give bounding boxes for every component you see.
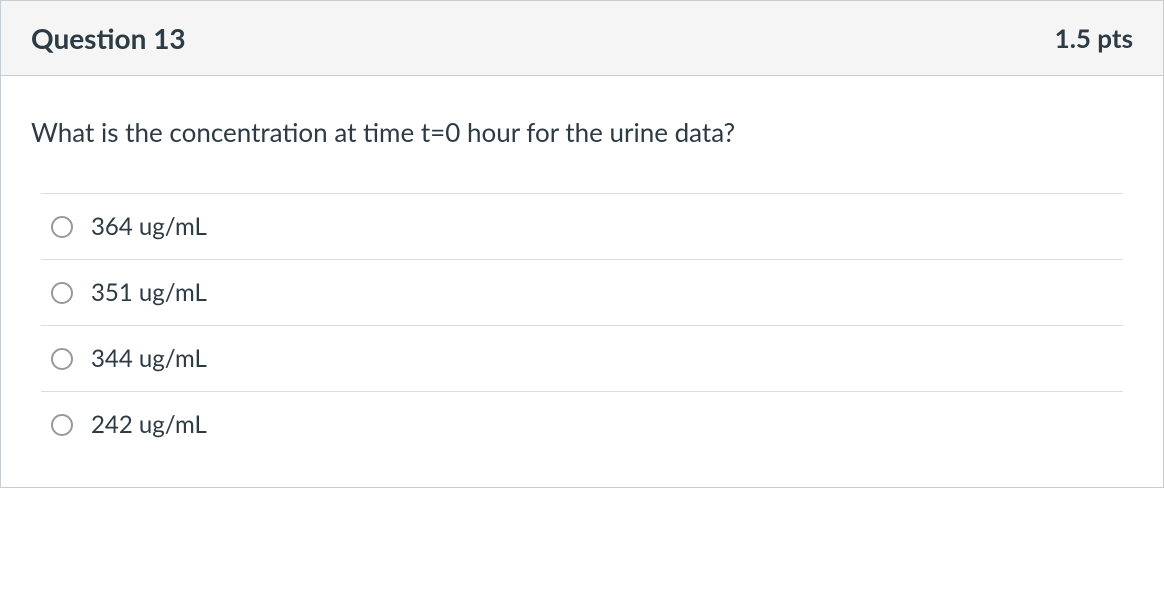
option-row[interactable]: 364 ug/mL — [41, 193, 1123, 259]
option-row[interactable]: 344 ug/mL — [41, 325, 1123, 391]
radio-option-3[interactable] — [51, 414, 73, 436]
option-label-3[interactable]: 242 ug/mL — [91, 410, 207, 439]
radio-option-2[interactable] — [51, 348, 73, 370]
question-points: 1.5 pts — [1055, 22, 1133, 54]
question-card: Question 13 1.5 pts What is the concentr… — [0, 0, 1164, 488]
option-row[interactable]: 242 ug/mL — [41, 391, 1123, 457]
question-title: Question 13 — [31, 21, 186, 55]
radio-option-0[interactable] — [51, 216, 73, 238]
question-header: Question 13 1.5 pts — [1, 1, 1163, 76]
option-label-2[interactable]: 344 ug/mL — [91, 344, 207, 373]
radio-option-1[interactable] — [51, 282, 73, 304]
options-list: 364 ug/mL 351 ug/mL 344 ug/mL 242 ug/mL — [41, 193, 1123, 457]
question-text: What is the concentration at time t=0 ho… — [31, 116, 1133, 148]
question-body: What is the concentration at time t=0 ho… — [1, 76, 1163, 487]
option-label-1[interactable]: 351 ug/mL — [91, 278, 207, 307]
option-label-0[interactable]: 364 ug/mL — [91, 212, 207, 241]
option-row[interactable]: 351 ug/mL — [41, 259, 1123, 325]
